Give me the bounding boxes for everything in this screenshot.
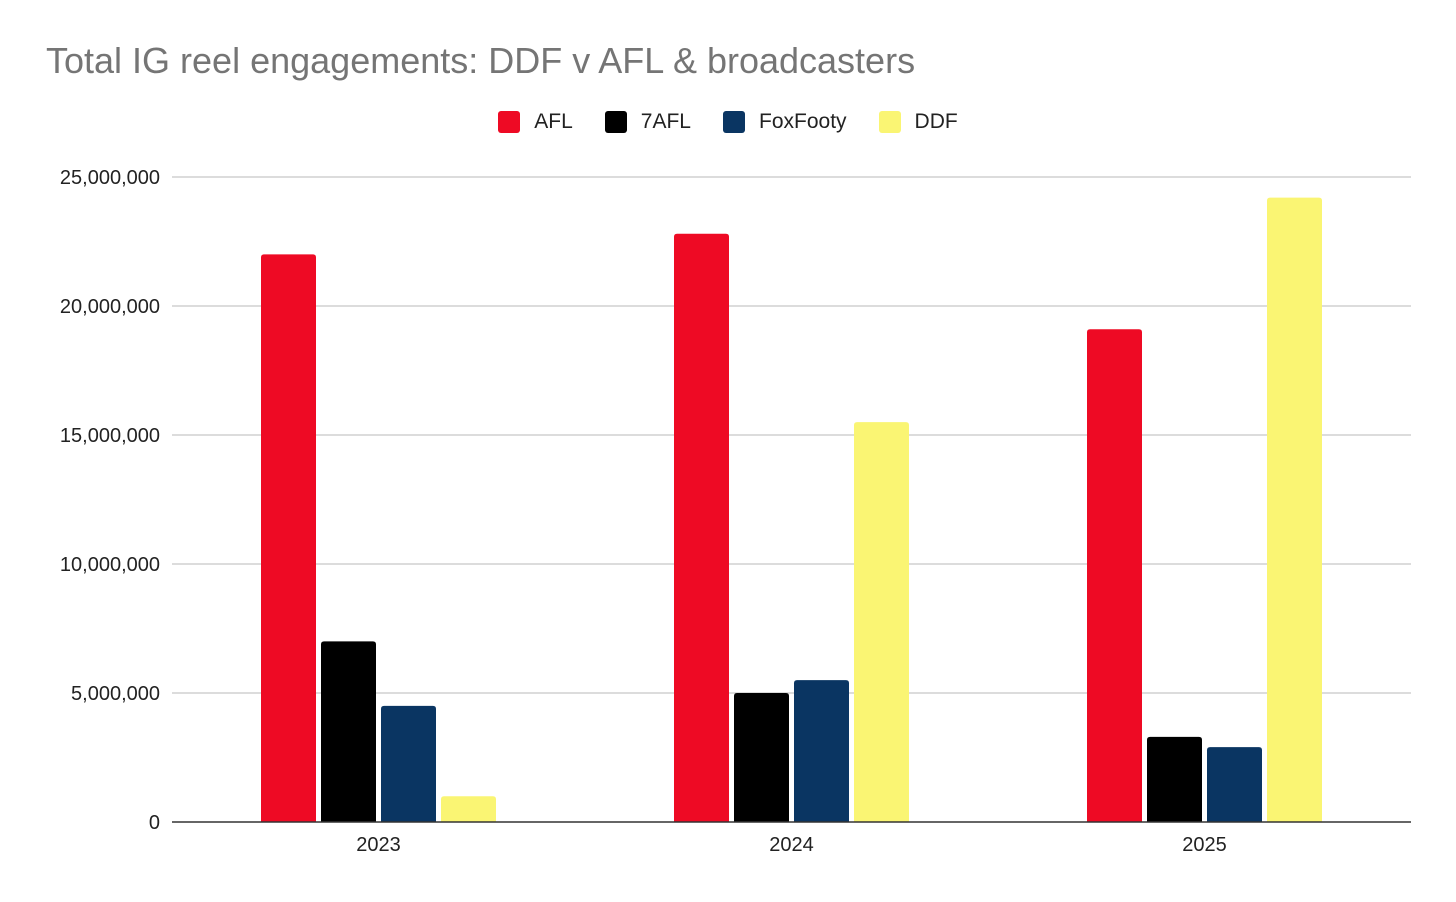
y-tick-label: 0 (149, 812, 160, 834)
legend-swatch-foxfooty (723, 111, 745, 133)
bar-ddf-2023[interactable] (441, 796, 496, 822)
gridlines (172, 176, 1411, 694)
y-tick-label: 25,000,000 (60, 167, 160, 189)
x-tick-label: 2024 (769, 834, 814, 856)
bar-foxfooty-2024[interactable] (794, 680, 849, 822)
legend-label-foxfooty: FoxFooty (759, 110, 847, 133)
bar-afl-2023[interactable] (261, 254, 316, 822)
bar-foxfooty-2023[interactable] (381, 705, 436, 822)
bar-ddf-2024[interactable] (854, 422, 909, 822)
x-tick-label: 2023 (356, 834, 401, 856)
y-tick-label: 15,000,000 (60, 425, 160, 447)
y-tick-label: 5,000,000 (71, 683, 160, 705)
legend-item-ddf[interactable]: DDF (878, 110, 958, 134)
y-tick-label: 10,000,000 (60, 554, 160, 576)
bar-ddf-2025[interactable] (1267, 197, 1322, 822)
x-tick-label: 2025 (1182, 834, 1227, 856)
legend: AFL 7AFL FoxFooty DDF (0, 110, 1456, 134)
legend-swatch-7afl (604, 111, 627, 133)
chart-title: Total IG reel engagements: DDF v AFL & b… (46, 40, 916, 81)
bar-afl-2025[interactable] (1087, 329, 1142, 822)
legend-label-7afl: 7AFL (640, 110, 691, 133)
legend-label-afl: AFL (534, 110, 573, 133)
legend-item-foxfooty[interactable]: FoxFooty (723, 110, 847, 134)
bar-7afl-2024[interactable] (734, 693, 789, 822)
legend-item-afl[interactable]: AFL (498, 110, 573, 134)
legend-label-ddf: DDF (914, 110, 958, 133)
bar-afl-2024[interactable] (674, 233, 729, 822)
axes: 0 5,000,000 10,000,000 15,000,000 20,000,000… (60, 167, 1411, 856)
bar-7afl-2023[interactable] (321, 641, 376, 822)
legend-swatch-ddf (878, 111, 901, 133)
legend-item-7afl[interactable]: 7AFL (604, 110, 691, 134)
bar-foxfooty-2025[interactable] (1207, 747, 1262, 822)
y-tick-label: 20,000,000 (60, 296, 160, 318)
bars (261, 197, 1322, 822)
bar-7afl-2025[interactable] (1147, 736, 1202, 822)
legend-swatch-afl (498, 111, 521, 133)
